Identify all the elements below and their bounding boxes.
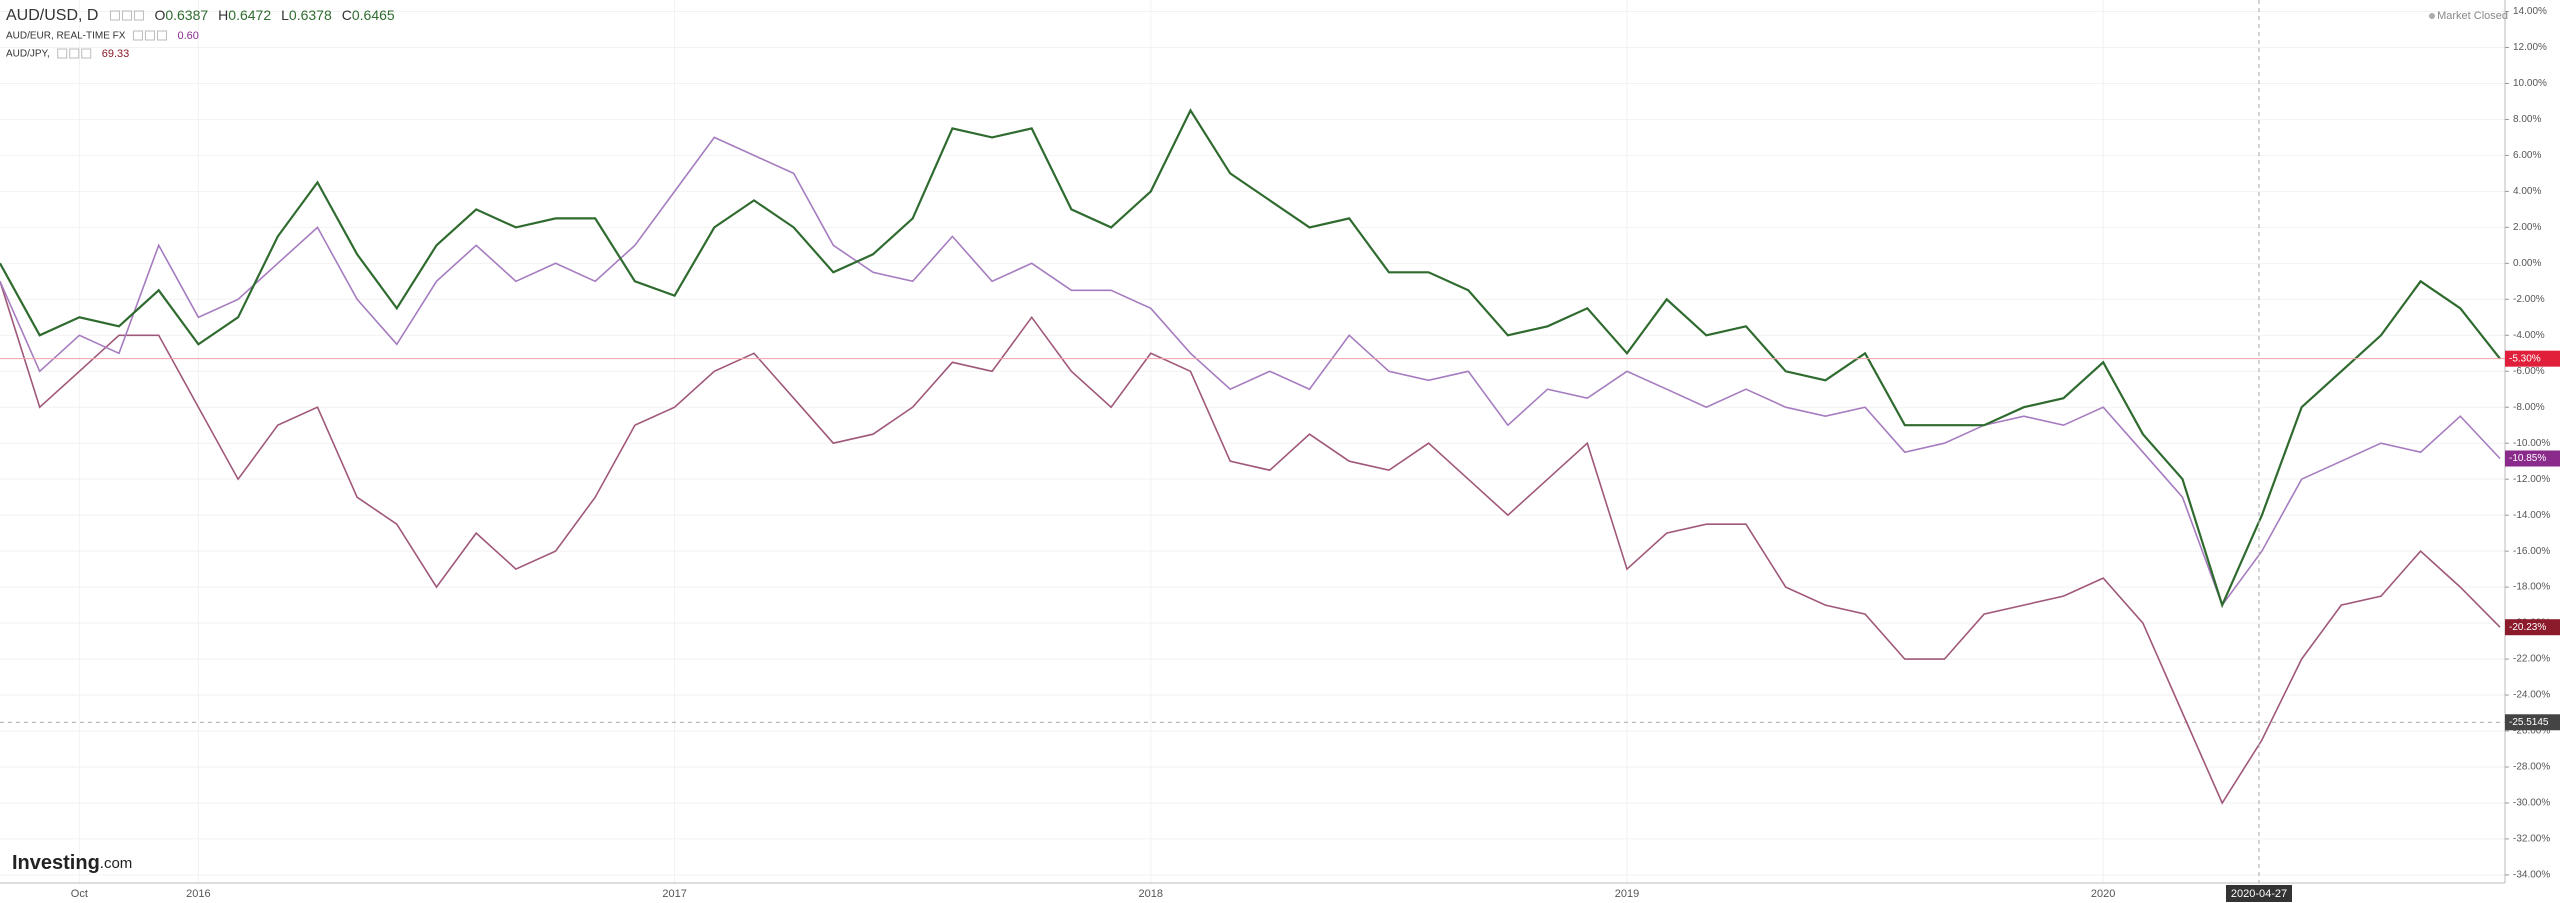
legend-icon <box>132 30 143 41</box>
last-value-label: -10.85% <box>2509 453 2546 464</box>
last-value-label: -20.23% <box>2509 622 2546 633</box>
ohlc-key: O <box>154 7 165 23</box>
y-tick-label: 8.00% <box>2513 114 2541 125</box>
legend-icon <box>144 30 155 41</box>
ohlc-value: 0.6378 <box>289 7 332 23</box>
legend-name: AUD/USD, D <box>6 7 98 24</box>
y-tick-label: 0.00% <box>2513 258 2541 269</box>
legend-icon <box>81 48 92 59</box>
ohlc-key: L <box>281 7 289 23</box>
y-tick-label: -32.00% <box>2513 834 2550 845</box>
y-tick-label: -26.00% <box>2513 726 2550 737</box>
legend-icon <box>69 48 80 59</box>
y-tick-label: -16.00% <box>2513 546 2550 557</box>
x-tick-label: 2018 <box>1139 888 1163 900</box>
y-tick-label: 10.00% <box>2513 78 2547 89</box>
legend-ohlc: L0.6378 <box>281 7 332 23</box>
x-tick-label: 2017 <box>662 888 686 900</box>
y-tick-label: 6.00% <box>2513 150 2541 161</box>
last-value-label-bg <box>2505 350 2560 367</box>
x-tick-label: 2019 <box>1615 888 1639 900</box>
ohlc-value: 0.6465 <box>352 7 395 23</box>
y-tick-label: 2.00% <box>2513 222 2541 233</box>
series-line <box>0 136 2501 607</box>
brand-name: Investing <box>12 852 100 874</box>
legend-name: AUD/EUR, REAL-TIME FX <box>6 31 126 42</box>
y-tick-label: -8.00% <box>2513 402 2545 413</box>
brand: Investing.com <box>12 852 132 874</box>
legend-ohlc: O0.6387 <box>154 7 208 23</box>
legend: AUD/USD, D O0.6387 H0.6472 L0.6378 C0.6465 AU… <box>6 7 395 60</box>
legend-value: 69.33 <box>102 48 130 60</box>
legend-icon <box>121 10 132 21</box>
y-tick-label: -10.00% <box>2513 438 2550 449</box>
series-line <box>0 281 2501 805</box>
grid <box>0 0 2505 883</box>
y-tick-label: -30.00% <box>2513 798 2550 809</box>
ohlc-value: 0.6387 <box>165 7 208 23</box>
y-tick-label: -22.00% <box>2513 654 2550 665</box>
y-tick-label: -28.00% <box>2513 762 2550 773</box>
y-tick-label: -4.00% <box>2513 330 2545 341</box>
legend-icon <box>133 10 144 21</box>
last-value-label-bg <box>2505 450 2560 467</box>
axis-labels: 14.00% 12.00% 10.00% 8.00% 6.00% 4.00% 2.00% 0.… <box>71 6 2560 900</box>
crosshair-x-label-bg <box>2226 885 2292 902</box>
y-tick-label: 12.00% <box>2513 42 2547 53</box>
y-tick-label: -18.00% <box>2513 582 2550 593</box>
x-tick-label: 2020 <box>2091 888 2115 900</box>
legend-name: AUD/JPY, <box>6 49 50 60</box>
market-status: Market Closed <box>2437 10 2508 22</box>
x-tick-label: 2016 <box>186 888 210 900</box>
crosshair-x-label: 2020-04-27 <box>2231 888 2287 900</box>
ohlc-key: C <box>342 7 352 23</box>
y-tick-label: -2.00% <box>2513 294 2545 305</box>
legend-ohlc: H0.6472 <box>218 7 271 23</box>
y-tick-label: -12.00% <box>2513 474 2550 485</box>
y-tick-label: -6.00% <box>2513 366 2545 377</box>
ohlc-value: 0.6472 <box>228 7 271 23</box>
crosshair-y-label-bg <box>2505 714 2560 731</box>
y-tick-label: -24.00% <box>2513 690 2550 701</box>
y-tick-label: -14.00% <box>2513 510 2550 521</box>
legend-icon <box>57 48 68 59</box>
x-tick-label: Oct <box>71 888 88 900</box>
plot <box>0 108 2505 805</box>
last-value-label-bg <box>2505 619 2560 636</box>
legend-icon <box>156 30 167 41</box>
brand-suffix: .com <box>100 855 133 872</box>
legend-icon <box>109 10 120 21</box>
status-dot <box>2429 13 2435 19</box>
legend-ohlc: C0.6465 <box>342 7 395 23</box>
y-tick-label: -34.00% <box>2513 870 2550 881</box>
legend-value: 0.60 <box>177 30 198 42</box>
series-line <box>0 108 2501 609</box>
y-tick-label: 14.00% <box>2513 6 2547 17</box>
ohlc-key: H <box>218 7 228 23</box>
y-tick-label: 4.00% <box>2513 186 2541 197</box>
crosshair-y-label: -25.5145 <box>2509 717 2549 728</box>
last-value-label: -5.30% <box>2509 353 2541 364</box>
